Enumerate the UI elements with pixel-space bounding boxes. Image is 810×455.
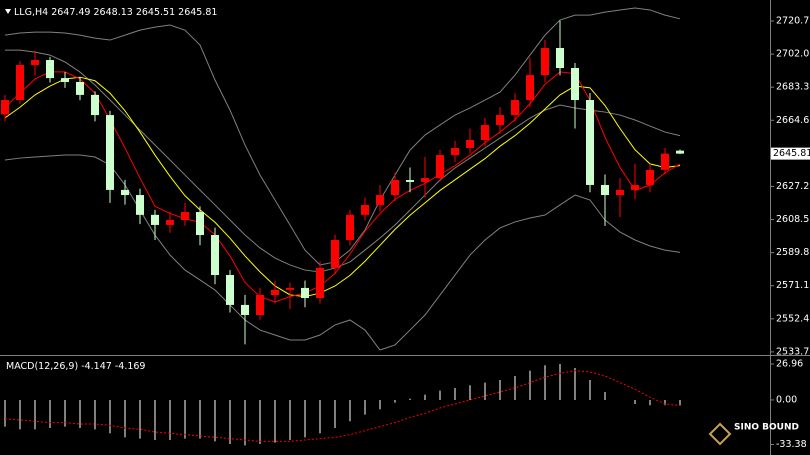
candle-body — [16, 64, 24, 101]
candle-body — [361, 204, 369, 215]
macd-title: MACD(12,26,9) — [6, 361, 78, 372]
candle-body — [571, 67, 579, 101]
symbol: LLG,H4 — [14, 7, 48, 18]
y-tick-label: 2627.25 — [776, 181, 810, 192]
candle-body — [586, 100, 594, 185]
candle-body — [91, 94, 99, 116]
candle-body — [196, 212, 204, 236]
signal-line — [4, 370, 681, 442]
candle-body — [226, 275, 234, 305]
candle-body — [391, 180, 399, 196]
candle-body — [286, 287, 294, 290]
last-price-box — [771, 147, 810, 160]
candle-body — [151, 214, 159, 225]
candle-body — [1, 100, 9, 115]
high: 2648.13 — [94, 7, 133, 18]
candle-body — [646, 169, 654, 185]
candle-body — [106, 115, 114, 190]
candle-body — [676, 150, 684, 154]
signal-value: -4.169 — [115, 361, 146, 372]
candle-body — [421, 178, 429, 182]
y-tick-label: 2720.75 — [776, 16, 810, 27]
header: LLG,H4 2647.49 2648.13 2645.51 2645.81 — [14, 7, 217, 18]
overlay-line — [4, 154, 681, 351]
candle-body — [211, 235, 219, 276]
candle-body — [616, 189, 624, 196]
candle-body — [256, 295, 264, 316]
candle-body — [496, 115, 504, 125]
menu-triangle — [5, 9, 11, 14]
y-tick-label: 2702.05 — [776, 49, 810, 60]
last-price-label: 2645.81 — [773, 148, 810, 159]
y-tick-label: 2589.85 — [776, 247, 810, 258]
candle-body — [316, 267, 324, 299]
logo-icon — [708, 422, 732, 446]
candle-body — [166, 219, 174, 225]
overlay-line — [4, 76, 681, 298]
y-tick-label: 2683.35 — [776, 82, 810, 93]
y-tick-label: -33.38 — [776, 439, 807, 450]
candle-body — [436, 155, 444, 179]
candle-body — [526, 75, 534, 101]
candle-body — [331, 239, 339, 268]
candle-body — [136, 195, 144, 215]
candle-body — [46, 60, 54, 79]
overlay-line — [4, 7, 681, 266]
open: 2647.49 — [51, 7, 90, 18]
y-tick-label: 2664.65 — [776, 115, 810, 126]
overlay-line — [5, 49, 681, 273]
candle-body — [556, 48, 564, 68]
candle-body — [406, 180, 414, 182]
candle-body — [61, 78, 69, 82]
logo: SINO BOUND — [708, 422, 799, 446]
candle-body — [121, 189, 129, 196]
candle-body — [541, 48, 549, 76]
macd-value: -4.147 — [81, 361, 112, 372]
candle-body — [346, 214, 354, 240]
candle-body — [241, 304, 249, 316]
close: 2645.81 — [178, 7, 217, 18]
y-tick-label: 26.96 — [776, 358, 803, 369]
candle-body — [631, 184, 639, 190]
candle-body — [601, 184, 609, 196]
y-tick-label: 2608.55 — [776, 214, 810, 225]
candle-body — [481, 124, 489, 141]
candle-body — [511, 100, 519, 116]
low: 2645.51 — [136, 7, 175, 18]
y-tick-label: 2552.45 — [776, 313, 810, 324]
overlay-line — [4, 71, 681, 303]
y-tick-label: 2533.75 — [776, 346, 810, 357]
candle-body — [376, 195, 384, 205]
candle-body — [181, 212, 189, 220]
candle-body — [661, 153, 669, 170]
candle-body — [31, 60, 39, 65]
y-tick-label: 2571.15 — [776, 280, 810, 291]
candle-body — [76, 81, 84, 95]
macd-header: MACD(12,26,9) -4.147 -4.169 — [6, 361, 145, 372]
logo-text: SINO BOUND — [734, 423, 799, 433]
candle-body — [301, 287, 309, 299]
candle-body — [466, 140, 474, 148]
candle-body — [451, 147, 459, 156]
y-tick-label: 0.00 — [776, 394, 797, 405]
candle-body — [271, 289, 279, 296]
